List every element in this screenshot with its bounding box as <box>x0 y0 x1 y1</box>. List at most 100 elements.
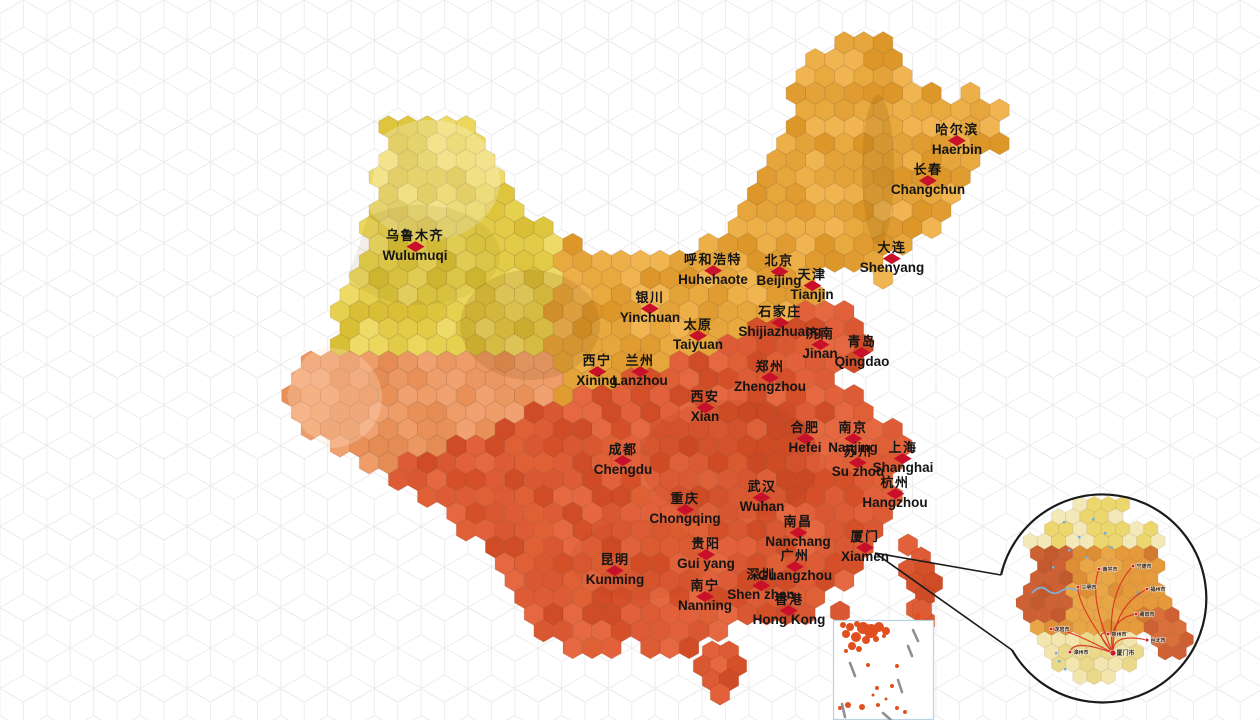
city-marker-hangzhou[interactable]: 杭州 Hangzhou <box>862 476 927 510</box>
city-marker-chengdu[interactable]: 成都 Chengdu <box>594 443 653 477</box>
city-marker-su-zhou[interactable]: 苏州 Su zhou <box>832 445 885 479</box>
city-marker-nanjing[interactable]: 南京 Nanjing <box>828 421 878 455</box>
island-dot <box>882 627 890 635</box>
inset-city-dot[interactable] <box>1130 563 1136 569</box>
island-dot <box>875 686 879 690</box>
inset-city-dot[interactable] <box>1105 631 1111 637</box>
nine-dash-line-segment <box>881 711 893 720</box>
city-marker-gui-yang[interactable]: 贵阳 Gui yang <box>677 537 735 571</box>
city-en-label: Shenyang <box>859 259 925 275</box>
water-speck <box>1052 566 1055 569</box>
city-pin-icon <box>882 252 901 264</box>
city-en-label: Qingdao <box>834 353 890 369</box>
city-pin-icon <box>675 503 694 515</box>
city-marker-guangzhou[interactable]: 广州 Guangzhou <box>758 549 832 583</box>
city-marker-wuhan[interactable]: 武汉 Wuhan <box>740 480 785 514</box>
city-marker-jinan[interactable]: 济南 Jinan <box>802 327 837 361</box>
city-pin-icon <box>688 329 707 341</box>
water-speck <box>1110 546 1113 549</box>
city-en-label: Shanghai <box>872 459 934 475</box>
city-marker-nanchang[interactable]: 南昌 Nanchang <box>765 515 830 549</box>
inset-city-label: 龙岩市 <box>1054 626 1070 633</box>
inset-city-dot[interactable] <box>1067 649 1073 655</box>
inset-city-dot[interactable] <box>1144 637 1150 643</box>
city-marker-taiyuan[interactable]: 太原 Taiyuan <box>673 318 723 352</box>
city-marker-hefei[interactable]: 合肥 Hefei <box>788 421 821 455</box>
city-cn-label: 长春 <box>913 162 943 178</box>
city-pin-icon <box>770 316 789 328</box>
city-cn-label: 济南 <box>805 326 835 342</box>
city-marker-shijiazhuang[interactable]: 石家庄 Shijiazhuang <box>738 305 821 339</box>
city-cn-label: 香港 <box>774 592 804 608</box>
island-dot <box>848 642 856 650</box>
city-cn-label: 上海 <box>888 440 918 456</box>
city-marker-tianjin[interactable]: 天津 Tianjin <box>790 268 833 302</box>
city-marker-lanzhou[interactable]: 兰州 Lanzhou <box>612 354 668 388</box>
nine-dash-line-segment <box>840 702 847 719</box>
island-dot <box>851 632 861 642</box>
city-pin-icon <box>751 579 770 591</box>
island-dot <box>876 703 880 707</box>
city-marker-haerbin[interactable]: 哈尔滨 Haerbin <box>932 123 982 157</box>
city-cn-label: 哈尔滨 <box>935 122 979 138</box>
inset-city-dot[interactable] <box>1144 586 1150 592</box>
city-marker-qingdao[interactable]: 青岛 Qingdao <box>835 335 890 369</box>
city-pin-icon <box>919 174 937 186</box>
city-marker-wulumuqi[interactable]: 乌鲁木齐 Wulumuqi <box>383 229 448 263</box>
city-marker-xining[interactable]: 西宁 Xining <box>576 354 617 388</box>
inset-city-dot[interactable] <box>1096 566 1102 572</box>
city-marker-hong-kong[interactable]: 香港 Hong Kong <box>753 593 826 627</box>
nine-dash-line-segment <box>848 661 857 678</box>
city-cn-label: 成都 <box>608 442 638 458</box>
city-pin-icon <box>631 365 649 377</box>
island-dot <box>882 634 886 638</box>
city-cn-label: 厦门 <box>850 529 880 545</box>
city-en-label: Wulumuqi <box>382 247 448 263</box>
city-cn-label: 天津 <box>797 267 827 283</box>
city-pin-icon <box>947 134 966 146</box>
city-pin-icon <box>588 365 606 377</box>
south-china-sea-inset <box>832 613 935 720</box>
island-dot <box>874 622 884 632</box>
island-dot <box>890 684 894 688</box>
flight-curve <box>1069 644 1114 654</box>
city-marker-chongqing[interactable]: 重庆 Chongqing <box>649 492 720 526</box>
city-marker-nanning[interactable]: 南宁 Nanning <box>678 579 732 613</box>
city-pin-icon <box>779 604 798 616</box>
inset-city-label: 泉州市 <box>1111 631 1127 638</box>
river-line <box>1031 586 1078 595</box>
flight-curve <box>1100 632 1114 654</box>
city-marker-shenyang[interactable]: 大连 Shenyang <box>860 241 925 275</box>
inset-city-dot[interactable] <box>1133 611 1139 617</box>
city-en-label: Shijiazhuang <box>738 323 822 339</box>
city-en-label: Jinan <box>802 345 838 361</box>
city-en-label: Haerbin <box>931 141 983 157</box>
island-dot <box>915 613 921 619</box>
inset-city-dot[interactable] <box>1048 626 1054 632</box>
city-pin-icon <box>844 432 862 444</box>
city-marker-shanghai[interactable]: 上海 Shanghai <box>873 441 934 475</box>
city-marker-changchun[interactable]: 长春 Changchun <box>891 163 965 197</box>
city-marker-kunming[interactable]: 昆明 Kunming <box>586 553 645 587</box>
city-en-label: Su zhou <box>831 463 885 479</box>
city-en-label: Xining <box>576 372 618 388</box>
city-marker-beijing[interactable]: 北京 Beijing <box>756 254 801 288</box>
water-speck <box>1086 556 1089 559</box>
city-marker-xiamen[interactable]: 厦门 Xiamen <box>841 530 889 564</box>
city-marker-huhehaote[interactable]: 呼和浩特 Huhehaote <box>678 253 748 287</box>
city-marker-xian[interactable]: 西安 Xian <box>690 390 719 424</box>
city-pin-icon <box>406 240 424 252</box>
city-marker-zhengzhou[interactable]: 郑州 Zhengzhou <box>734 360 806 394</box>
city-marker-yinchuan[interactable]: 银川 Yinchuan <box>620 291 680 325</box>
inset-hub-dot[interactable] <box>1109 649 1117 657</box>
city-cn-label: 重庆 <box>670 491 700 507</box>
city-cn-label: 南宁 <box>690 578 720 594</box>
city-marker-shen-zhen[interactable]: 深圳 Shen zhen <box>727 568 795 602</box>
inset-city-label: 南平市 <box>1103 566 1118 573</box>
inset-city-dot[interactable] <box>1075 584 1081 590</box>
city-pin-icon <box>696 590 714 602</box>
